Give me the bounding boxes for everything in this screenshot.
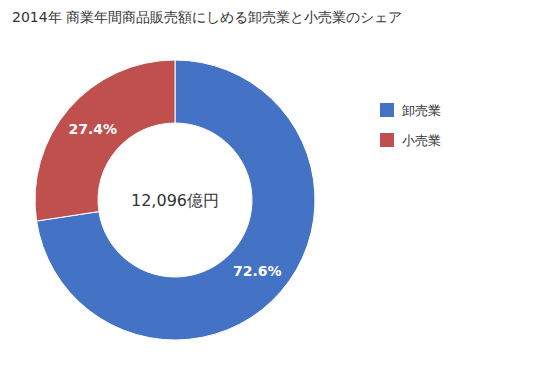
legend-label: 小売業 [402, 133, 441, 148]
center-annotation: 12,096億円 [131, 191, 219, 210]
legend-swatch [380, 103, 394, 117]
chart-container: 2014年 商業年間商品販売額にしめる卸売業と小売業のシェア 72.6% 27.4%… [0, 0, 560, 366]
data-label: 27.4% [68, 121, 117, 137]
slices [35, 60, 315, 340]
chart-svg: 2014年 商業年間商品販売額にしめる卸売業と小売業のシェア 72.6% 27.4%… [0, 0, 560, 366]
title: 2014年 商業年間商品販売額にしめる卸売業と小売業のシェア [12, 9, 402, 25]
data-labels: 72.6% 27.4% [68, 121, 281, 278]
data-label: 72.6% [233, 263, 282, 279]
legend: 卸売業小売業 [380, 103, 441, 148]
legend-label: 卸売業 [402, 103, 441, 118]
legend-swatch [380, 133, 394, 147]
